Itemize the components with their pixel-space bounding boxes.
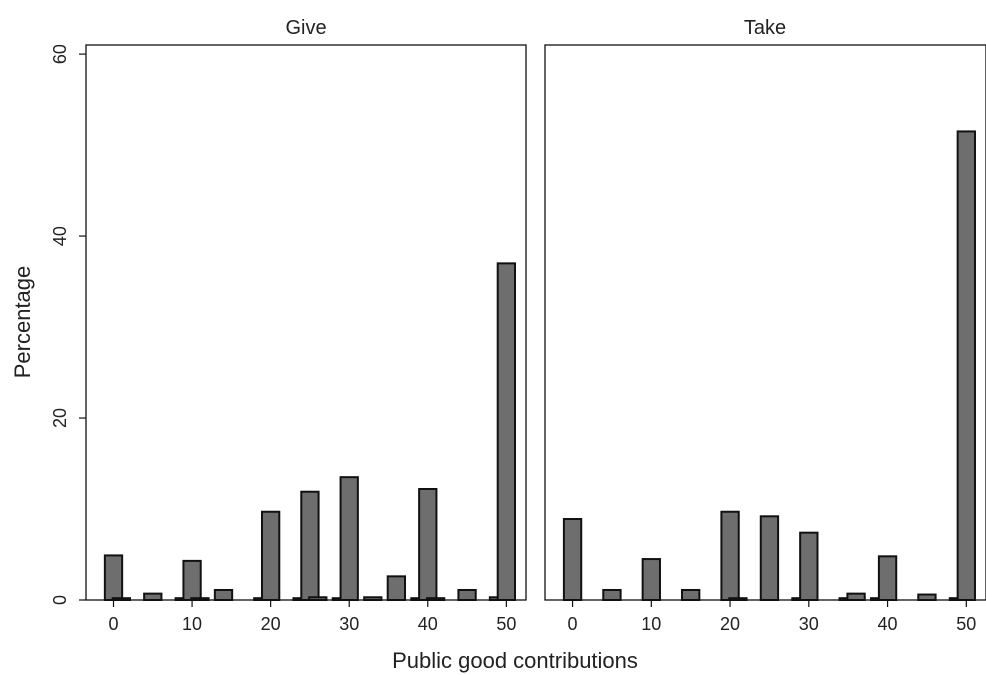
bar-take-20 [720,510,740,601]
bar-take-15 [681,588,701,601]
panel-take: Take 0 10 20 30 40 50 [544,17,986,634]
x-tick-label-give-20: 20 [261,614,281,634]
x-tick-label-take-50: 50 [956,614,976,634]
bar-give-30 [339,476,359,602]
bar-give-33 [363,596,383,602]
y-tick-label-60: 60 [50,44,70,64]
bar-give-20 [261,510,281,601]
panel-title-take: Take [744,17,786,39]
y-axis: 0 20 40 60 [50,44,86,605]
x-tick-label-take-40: 40 [878,614,898,634]
bar-give-1 [111,597,131,601]
bar-give-10 [182,559,202,602]
bar-give-36 [386,575,406,602]
bar-give-45 [457,588,477,601]
x-tick-label-take-30: 30 [799,614,819,634]
bar-take-50 [956,130,976,601]
y-axis-label: Percentage [10,266,35,379]
bar-give-41 [426,597,446,601]
x-tick-label-take-10: 10 [641,614,661,634]
panel-title-give: Give [285,17,326,39]
bar-take-21 [728,597,748,601]
x-axis-give: 0 10 20 30 40 50 [108,600,516,634]
bar-take-45 [917,593,937,601]
bar-take-0 [562,518,583,602]
bar-take-5 [602,588,622,601]
x-tick-label-give-30: 30 [339,614,359,634]
y-tick-label-0: 0 [50,595,70,605]
bar-give-11 [190,597,210,601]
bar-give-50 [496,262,516,601]
y-tick-label-20: 20 [50,408,70,428]
x-axis-label: Public good contributions [392,648,638,673]
bar-give-26 [308,596,328,602]
bar-take-10 [641,558,661,601]
bar-take-30 [799,531,819,601]
bars-take [562,130,976,602]
bar-take-25 [759,515,780,601]
bar-give-25 [300,490,320,602]
x-tick-label-take-20: 20 [720,614,740,634]
y-tick-label-40: 40 [50,226,70,246]
bars-give [103,262,516,602]
bar-take-40 [877,555,898,602]
x-axis-take: 0 10 20 30 40 50 [568,600,976,634]
x-tick-label-give-50: 50 [496,614,516,634]
bar-give-5 [143,592,163,602]
bar-give-14 [213,588,234,601]
x-tick-label-take-0: 0 [568,614,578,634]
bar-give-40 [418,488,438,601]
bar-give-0 [103,554,124,601]
bar-take-36 [846,592,866,602]
x-tick-label-give-0: 0 [108,614,118,634]
panel-give: Give 0 10 20 30 40 50 [85,17,527,634]
x-tick-label-give-40: 40 [418,614,438,634]
x-tick-label-give-10: 10 [182,614,202,634]
